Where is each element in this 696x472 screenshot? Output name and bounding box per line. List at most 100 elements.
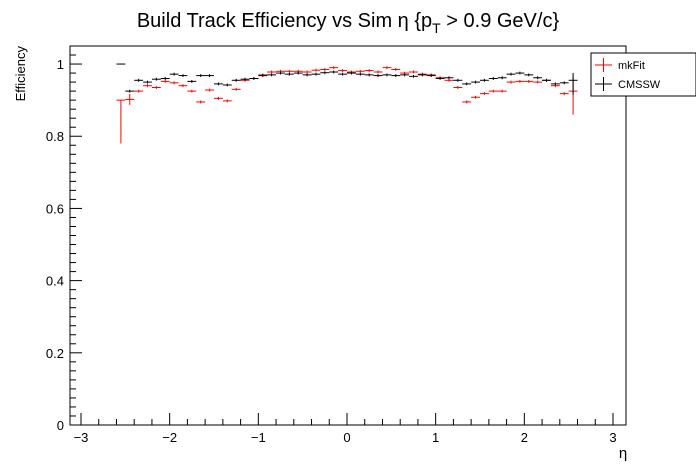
data-point bbox=[125, 94, 135, 105]
data-point bbox=[196, 74, 206, 78]
chart-title: Build Track Efficiency vs Sim η {pT > 0.… bbox=[137, 10, 560, 36]
data-point bbox=[364, 73, 374, 77]
data-point bbox=[417, 73, 427, 77]
data-point bbox=[284, 69, 294, 73]
y-tick-label: 0.2 bbox=[46, 346, 64, 361]
data-point bbox=[320, 68, 330, 71]
data-point bbox=[240, 77, 250, 81]
data-point bbox=[293, 71, 303, 75]
data-point bbox=[453, 78, 463, 82]
data-point bbox=[462, 100, 472, 104]
x-tick-label: 1 bbox=[432, 430, 439, 445]
data-point bbox=[267, 73, 277, 77]
x-tick-label: 2 bbox=[521, 430, 528, 445]
y-tick-label: 0.8 bbox=[46, 129, 64, 144]
data-point bbox=[355, 69, 365, 73]
data-point bbox=[267, 70, 277, 74]
data-point bbox=[284, 72, 294, 76]
legend-entry-mkfit: mkFit bbox=[595, 58, 645, 72]
data-point bbox=[205, 74, 214, 78]
data-point bbox=[143, 80, 152, 84]
legend-entry-cmssw: CMSSW bbox=[595, 77, 661, 91]
data-point bbox=[426, 74, 436, 78]
data-point bbox=[568, 73, 578, 95]
data-point bbox=[338, 72, 347, 76]
chart-title-main: Build Track Efficiency vs Sim η {p bbox=[137, 10, 432, 32]
y-tick-label: 0 bbox=[57, 418, 64, 433]
data-point bbox=[160, 79, 170, 83]
data-point bbox=[311, 68, 321, 72]
data-point bbox=[550, 82, 560, 86]
data-point bbox=[320, 71, 330, 75]
data-point bbox=[409, 70, 418, 74]
data-point bbox=[533, 76, 543, 80]
data-point bbox=[214, 96, 223, 100]
data-point bbox=[231, 87, 241, 91]
data-point bbox=[311, 72, 321, 76]
data-point bbox=[134, 78, 144, 82]
data-point bbox=[471, 95, 480, 99]
data-point bbox=[143, 84, 152, 88]
data-point bbox=[382, 66, 392, 70]
data-point bbox=[214, 82, 223, 86]
data-point bbox=[444, 78, 454, 82]
data-point bbox=[488, 77, 498, 80]
data-point bbox=[515, 79, 525, 83]
x-axis-label: η bbox=[619, 445, 627, 462]
data-point bbox=[302, 73, 312, 77]
data-point bbox=[347, 71, 356, 75]
data-point bbox=[524, 73, 534, 77]
data-point bbox=[116, 99, 126, 144]
data-point bbox=[187, 89, 197, 93]
series-mkfit bbox=[116, 66, 578, 144]
data-point bbox=[382, 73, 392, 77]
data-point bbox=[373, 70, 383, 74]
svg-text:Build Track Efficiency vs Sim: Build Track Efficiency vs Sim η {pT > 0.… bbox=[137, 10, 560, 36]
data-point bbox=[222, 99, 232, 103]
chart-title-subscript: T bbox=[432, 20, 441, 36]
data-point bbox=[169, 72, 179, 76]
data-point bbox=[471, 80, 480, 84]
data-point bbox=[435, 77, 445, 80]
data-point bbox=[276, 71, 285, 75]
data-point bbox=[302, 70, 312, 74]
data-point bbox=[497, 76, 507, 80]
data-point bbox=[329, 66, 339, 70]
legend-cmssw-label: CMSSW bbox=[618, 79, 661, 91]
data-point bbox=[125, 89, 135, 93]
data-point bbox=[462, 82, 472, 86]
data-point bbox=[169, 81, 179, 85]
data-point bbox=[453, 86, 463, 89]
x-axis: −3 −2 −1 0 1 2 3 bbox=[74, 413, 617, 445]
data-point bbox=[559, 92, 569, 96]
data-point bbox=[364, 69, 374, 72]
legend-mkfit-label: mkFit bbox=[618, 60, 645, 72]
data-point bbox=[160, 77, 170, 80]
data-point bbox=[391, 68, 401, 71]
x-tick-label: −2 bbox=[162, 430, 177, 445]
data-point bbox=[506, 72, 516, 76]
data-point bbox=[187, 79, 197, 83]
data-point bbox=[506, 80, 516, 84]
data-point bbox=[196, 100, 206, 104]
data-point bbox=[497, 89, 507, 93]
data-point bbox=[258, 74, 268, 78]
data-point bbox=[178, 84, 188, 88]
data-point bbox=[391, 74, 401, 78]
data-point bbox=[329, 70, 339, 74]
data-point bbox=[249, 77, 259, 80]
data-point bbox=[559, 81, 569, 85]
data-point bbox=[222, 83, 232, 87]
data-point bbox=[338, 69, 347, 72]
data-point bbox=[151, 86, 161, 89]
y-tick-label: 1 bbox=[57, 57, 64, 72]
y-tick-label: 0.6 bbox=[46, 201, 64, 216]
x-tick-label: −3 bbox=[74, 430, 89, 445]
legend-box bbox=[590, 52, 696, 97]
data-point bbox=[488, 89, 498, 93]
data-point bbox=[231, 78, 241, 82]
data-point bbox=[178, 74, 188, 78]
x-tick-label: 0 bbox=[343, 430, 350, 445]
x-tick-label: 3 bbox=[609, 430, 616, 445]
